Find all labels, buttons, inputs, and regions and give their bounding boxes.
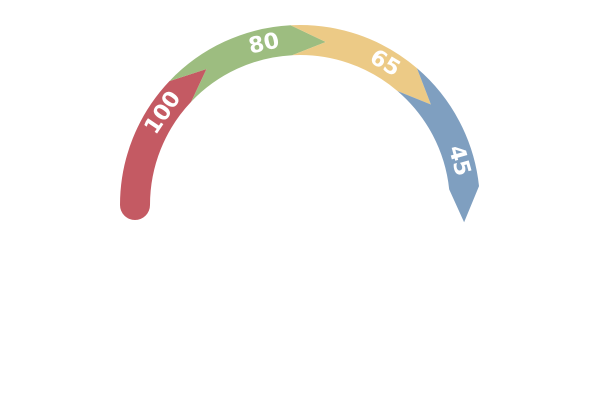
gauge-segment-65	[290, 25, 431, 105]
gauge-segment-80	[169, 25, 326, 102]
gauge-segments	[120, 25, 480, 223]
gauge-segment-45	[397, 68, 480, 223]
gauge-segment-100	[120, 69, 207, 221]
